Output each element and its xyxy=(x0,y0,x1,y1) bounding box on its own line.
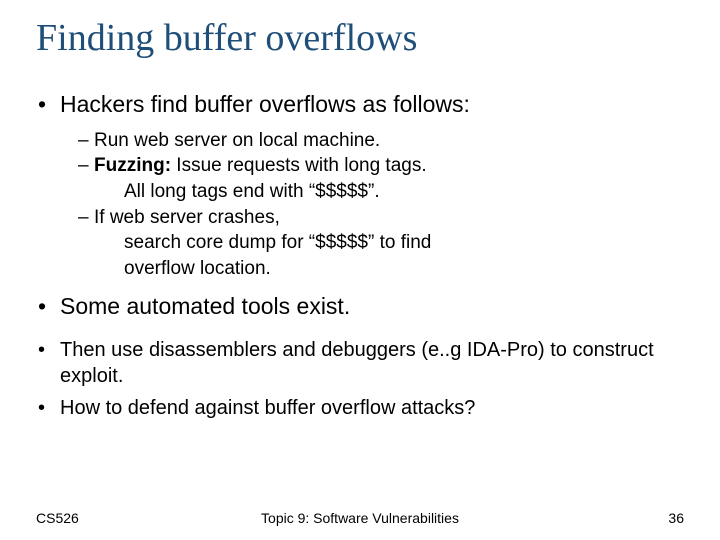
sub-bullets: Run web server on local machine. Fuzzing… xyxy=(78,128,684,282)
bullet-defend: How to defend against buffer overflow at… xyxy=(38,395,684,421)
slide: Finding buffer overflows Hackers find bu… xyxy=(0,0,720,540)
footer: Topic 9: Software Vulnerabilities CS526 … xyxy=(36,510,684,526)
footer-topic: Topic 9: Software Vulnerabilities xyxy=(36,510,684,526)
sub-run-server: Run web server on local machine. xyxy=(78,128,684,154)
fuzzing-rest: Issue requests with long tags. xyxy=(171,155,427,176)
sub-fuzzing-cont: All long tags end with “$$$$$”. xyxy=(78,179,684,205)
sub-crash-cont1: search core dump for “$$$$$” to find xyxy=(78,230,684,256)
fuzzing-label: Fuzzing: xyxy=(94,155,171,176)
footer-course: CS526 xyxy=(36,510,79,526)
slide-title: Finding buffer overflows xyxy=(36,18,684,60)
footer-page-number: 36 xyxy=(668,510,684,526)
bullet-disassemblers: Then use disassemblers and debuggers (e.… xyxy=(38,337,684,389)
bullet-hackers-find: Hackers find buffer overflows as follows… xyxy=(38,90,684,120)
bullet-tools: Some automated tools exist. xyxy=(38,292,684,322)
sub-crash: If web server crashes, xyxy=(78,205,684,231)
slide-content: Hackers find buffer overflows as follows… xyxy=(38,90,684,422)
sub-crash-cont2: overflow location. xyxy=(78,256,684,282)
sub-fuzzing: Fuzzing: Issue requests with long tags. xyxy=(78,153,684,179)
